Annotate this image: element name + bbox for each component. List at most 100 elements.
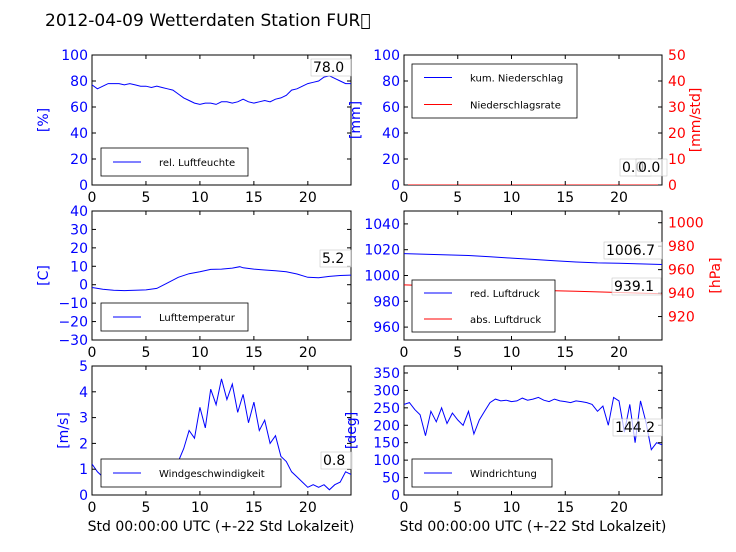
x-tick-label: 15 bbox=[245, 345, 263, 361]
x-tick-label: 0 bbox=[400, 500, 409, 516]
x-tick-label: 5 bbox=[141, 500, 150, 516]
x-tick-label: 5 bbox=[453, 190, 462, 206]
y-tick-label: 0 bbox=[79, 178, 88, 194]
y-tick-label: 30 bbox=[70, 222, 88, 238]
x-tick-label: 10 bbox=[503, 345, 521, 361]
y-tick-label: 2 bbox=[79, 436, 88, 452]
value-box bbox=[603, 241, 663, 260]
y-axis-label: [deg] bbox=[344, 412, 360, 449]
legend-label: abs. Luftdruck bbox=[470, 315, 541, 326]
x-tick-label: 20 bbox=[299, 190, 317, 206]
y-right-tick-label: 960 bbox=[668, 263, 695, 279]
x-tick-label: 15 bbox=[556, 190, 574, 206]
x-tick-label: 10 bbox=[191, 190, 209, 206]
legend-label: Niederschlagsrate bbox=[470, 101, 561, 112]
x-tick-label: 10 bbox=[191, 345, 209, 361]
y-tick-label: 0 bbox=[391, 178, 400, 194]
value-box bbox=[310, 58, 352, 77]
y-right-axis-label: [mm/std] bbox=[688, 88, 704, 153]
x-axis-label-left: Std 00:00:00 UTC (+-22 Std Lokalzeit) bbox=[88, 519, 355, 535]
current-value: 144.2 bbox=[615, 420, 655, 436]
y-right-tick-label: 10 bbox=[668, 152, 686, 168]
x-tick-label: 20 bbox=[299, 500, 317, 516]
y-axis-label: [m/s] bbox=[56, 412, 72, 449]
y-right-tick-label: 20 bbox=[668, 126, 686, 142]
current-value-right: 939.1 bbox=[614, 279, 654, 295]
y-tick-label: −30 bbox=[58, 333, 88, 349]
value-box-right bbox=[611, 277, 662, 296]
x-tick-label: 5 bbox=[453, 500, 462, 516]
x-tick-label: 5 bbox=[141, 345, 150, 361]
legend-box bbox=[411, 279, 556, 333]
legend-box bbox=[411, 63, 578, 119]
figure-title: 2012-04-09 Wetterdaten Station FUR  bbox=[45, 11, 371, 31]
x-tick-label: 20 bbox=[299, 345, 317, 361]
legend-box bbox=[100, 302, 249, 332]
x-tick-label: 0 bbox=[400, 190, 409, 206]
y-tick-label: 250 bbox=[373, 401, 400, 417]
current-value: 1006.7 bbox=[606, 243, 655, 259]
y-right-axis-label: [hPa] bbox=[708, 257, 724, 293]
y-right-tick-label: 920 bbox=[668, 310, 695, 326]
current-value: 0.8 bbox=[323, 453, 345, 469]
y-tick-label: 100 bbox=[373, 453, 400, 469]
legend-label: Lufttemperatur bbox=[159, 313, 236, 324]
y-tick-label: 60 bbox=[382, 100, 400, 116]
series-line-red-luftdruck bbox=[404, 253, 662, 265]
y-axis-label: [C] bbox=[36, 265, 52, 286]
y-tick-label: 40 bbox=[382, 126, 400, 142]
current-value-right: 0.0 bbox=[638, 160, 660, 176]
legend-label: rel. Luftfeuchte bbox=[159, 158, 235, 169]
legend-label: red. Luftdruck bbox=[470, 289, 540, 300]
value-box bbox=[612, 418, 663, 437]
y-tick-label: 3 bbox=[79, 411, 88, 427]
value-box bbox=[319, 249, 352, 268]
y-tick-label: 20 bbox=[70, 152, 88, 168]
x-tick-label: 15 bbox=[556, 500, 574, 516]
y-tick-label: 80 bbox=[382, 74, 400, 90]
y-right-tick-label: 980 bbox=[668, 239, 695, 255]
x-tick-label: 20 bbox=[610, 345, 628, 361]
y-tick-label: 1000 bbox=[364, 269, 400, 285]
y-tick-label: 0 bbox=[391, 488, 400, 504]
y-right-tick-label: 940 bbox=[668, 286, 695, 302]
current-value: 5.2 bbox=[322, 251, 344, 267]
x-axis-label-right: Std 00:00:00 UTC (+-22 Std Lokalzeit) bbox=[400, 519, 667, 535]
y-tick-label: 10 bbox=[70, 259, 88, 275]
y-tick-label: 40 bbox=[70, 126, 88, 142]
series-line-lufttemperatur bbox=[92, 266, 351, 292]
y-tick-label: 50 bbox=[382, 471, 400, 487]
y-tick-label: 20 bbox=[382, 152, 400, 168]
y-tick-label: 40 bbox=[70, 204, 88, 220]
x-tick-label: 0 bbox=[88, 190, 97, 206]
y-tick-label: 60 bbox=[70, 100, 88, 116]
y-right-tick-label: 0 bbox=[668, 178, 677, 194]
y-tick-label: 960 bbox=[373, 320, 400, 336]
y-tick-label: 1 bbox=[79, 462, 88, 478]
y-axis-label: [mm] bbox=[348, 101, 364, 139]
humidity-panel: 0 5 10 15 20 0 20 40 60 80 100 [%] rel. Luftfeuchte 7… bbox=[36, 48, 352, 206]
x-tick-label: 15 bbox=[245, 500, 263, 516]
x-tick-label: 0 bbox=[400, 345, 409, 361]
value-box bbox=[320, 451, 353, 470]
y-tick-label: 20 bbox=[70, 241, 88, 257]
x-tick-label: 10 bbox=[503, 500, 521, 516]
legend-label: Windrichtung bbox=[470, 469, 537, 480]
y-tick-label: 0 bbox=[79, 488, 88, 504]
y-tick-label: 80 bbox=[70, 74, 88, 90]
y-tick-label: 200 bbox=[373, 418, 400, 434]
y-tick-label: 980 bbox=[373, 294, 400, 310]
x-tick-label: 5 bbox=[141, 190, 150, 206]
x-tick-label: 20 bbox=[610, 500, 628, 516]
x-tick-label: 0 bbox=[88, 345, 97, 361]
series-line-rel-luftfeuchte bbox=[92, 75, 351, 105]
x-tick-label: 0 bbox=[88, 500, 97, 516]
y-tick-label: 100 bbox=[61, 48, 88, 64]
y-tick-label: 1020 bbox=[364, 243, 400, 259]
y-tick-label: 5 bbox=[79, 359, 88, 375]
y-right-tick-label: 30 bbox=[668, 100, 686, 116]
y-tick-label: −10 bbox=[58, 296, 88, 312]
temperature-panel: 0 5 10 15 20 −30 −20 −10 0 10 20 30 40 [C] Lufttempera… bbox=[36, 204, 352, 361]
pressure-panel: 0 5 10 15 20 960 980 1000 1020 1040 920 940 960 980 10… bbox=[364, 210, 724, 361]
value-box-right bbox=[635, 158, 668, 177]
